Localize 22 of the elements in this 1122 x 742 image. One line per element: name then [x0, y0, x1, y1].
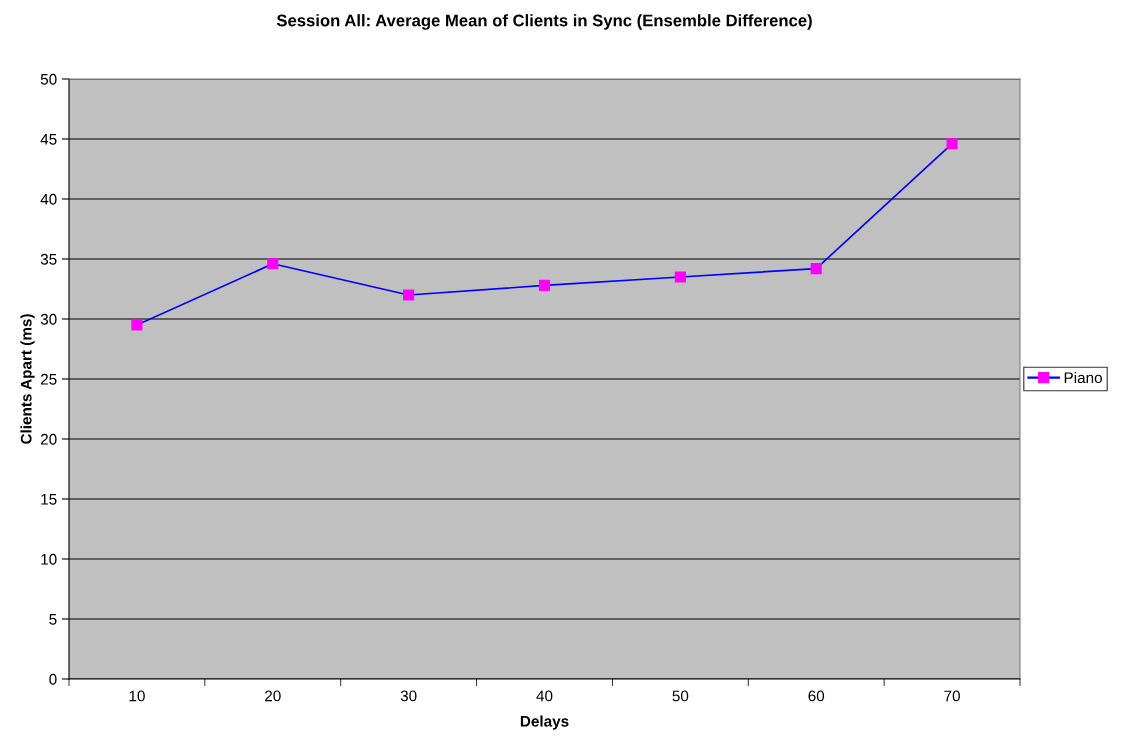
y-tick-label: 10: [41, 553, 57, 565]
x-axis-title: Delays: [520, 715, 569, 730]
x-tick-label: 70: [944, 690, 960, 702]
x-tick-label: 60: [808, 690, 825, 702]
x-tick-label: 50: [672, 690, 689, 702]
y-tick-label: 40: [40, 193, 57, 205]
x-tick-label: 10: [129, 690, 145, 702]
y-tick-label: 35: [40, 253, 57, 265]
y-tick-label: 5: [49, 614, 57, 625]
y-tick-label: 20: [40, 433, 57, 445]
y-tick-label: 15: [41, 494, 57, 505]
y-tick-label: 25: [40, 373, 57, 385]
x-tick-label: 20: [265, 690, 281, 702]
legend-label: Piano: [1064, 371, 1102, 384]
y-axis-title: Clients Apart (ms): [20, 314, 35, 444]
x-tick-label: 30: [400, 690, 417, 702]
y-tick-label: 50: [40, 73, 57, 85]
y-tick-label: 0: [49, 673, 57, 685]
x-tick-label: 40: [536, 690, 553, 702]
y-tick-label: 30: [40, 313, 57, 325]
chart-title: Session All: Average Mean of Clients in Sync (Ensemble Difference): [276, 14, 812, 30]
y-tick-label: 45: [40, 134, 57, 145]
